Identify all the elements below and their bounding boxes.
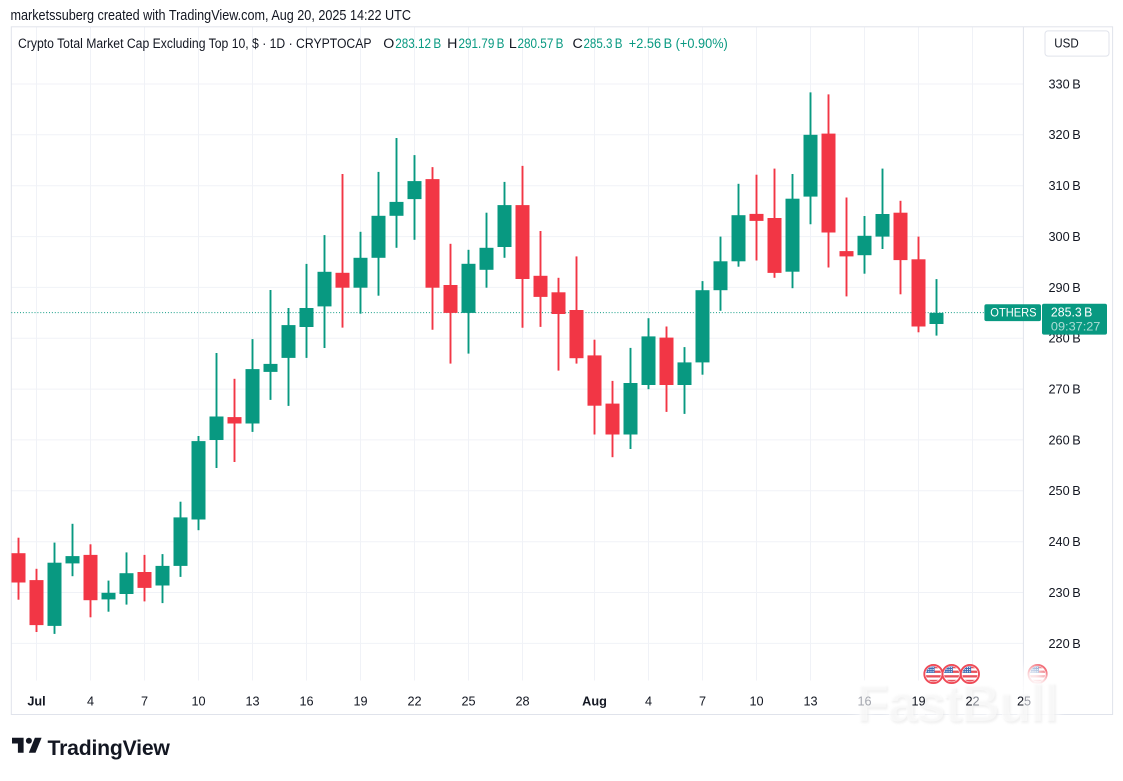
svg-text:250 B: 250 B bbox=[1049, 484, 1081, 498]
svg-text:25: 25 bbox=[461, 695, 475, 709]
svg-text:FastBull: FastBull bbox=[856, 674, 1057, 733]
svg-text:25: 25 bbox=[1017, 695, 1031, 709]
svg-text:19: 19 bbox=[911, 695, 925, 709]
svg-text:230 B: 230 B bbox=[1049, 586, 1081, 600]
svg-text:Crypto Total Market Cap Exclud: Crypto Total Market Cap Excluding Top 10… bbox=[18, 36, 372, 52]
svg-text:H: H bbox=[447, 36, 457, 52]
svg-text:270 B: 270 B bbox=[1049, 383, 1081, 397]
svg-text:19: 19 bbox=[353, 695, 367, 709]
svg-text:4: 4 bbox=[87, 695, 94, 709]
svg-text:10: 10 bbox=[191, 695, 205, 709]
svg-text:+2.56 B (+0.90%): +2.56 B (+0.90%) bbox=[629, 36, 728, 51]
svg-text:C: C bbox=[573, 36, 583, 52]
svg-text:285.3 B: 285.3 B bbox=[1051, 305, 1093, 320]
svg-text:7: 7 bbox=[699, 695, 706, 709]
svg-text:OTHERS: OTHERS bbox=[990, 307, 1037, 320]
svg-text:marketssuberg created with Tra: marketssuberg created with TradingView.c… bbox=[11, 8, 412, 24]
svg-text:USD: USD bbox=[1054, 36, 1079, 51]
svg-text:16: 16 bbox=[857, 695, 871, 709]
svg-text:220 B: 220 B bbox=[1049, 637, 1081, 651]
svg-text:FastBull: FastBull bbox=[858, 676, 1059, 735]
svg-text:280 B: 280 B bbox=[1049, 332, 1081, 346]
svg-text:4: 4 bbox=[645, 695, 652, 709]
svg-text:FastBull: FastBull bbox=[856, 674, 1057, 733]
svg-text:28: 28 bbox=[515, 695, 529, 709]
svg-text:13: 13 bbox=[245, 695, 259, 709]
svg-text:09:37:27: 09:37:27 bbox=[1051, 320, 1101, 334]
svg-text:280.57 B: 280.57 B bbox=[518, 36, 564, 51]
svg-text:285.3 B: 285.3 B bbox=[584, 36, 623, 51]
svg-text:291.79 B: 291.79 B bbox=[459, 36, 505, 51]
svg-text:283.12 B: 283.12 B bbox=[395, 36, 441, 51]
svg-text:22: 22 bbox=[407, 695, 421, 709]
svg-text:300 B: 300 B bbox=[1049, 230, 1081, 244]
svg-text:310 B: 310 B bbox=[1049, 179, 1081, 193]
svg-text:22: 22 bbox=[965, 695, 979, 709]
svg-text:10: 10 bbox=[749, 695, 763, 709]
svg-text:240 B: 240 B bbox=[1049, 535, 1081, 549]
svg-text:7: 7 bbox=[141, 695, 148, 709]
svg-text:TradingView: TradingView bbox=[48, 737, 171, 760]
svg-text:Aug: Aug bbox=[582, 695, 607, 709]
svg-text:330 B: 330 B bbox=[1049, 77, 1081, 91]
svg-text:16: 16 bbox=[299, 695, 313, 709]
svg-text:260 B: 260 B bbox=[1049, 433, 1081, 447]
svg-text:O: O bbox=[383, 36, 394, 52]
svg-text:L: L bbox=[509, 36, 517, 52]
svg-text:13: 13 bbox=[803, 695, 817, 709]
svg-text:Jul: Jul bbox=[27, 695, 45, 709]
svg-text:290 B: 290 B bbox=[1049, 281, 1081, 295]
svg-text:320 B: 320 B bbox=[1049, 128, 1081, 142]
